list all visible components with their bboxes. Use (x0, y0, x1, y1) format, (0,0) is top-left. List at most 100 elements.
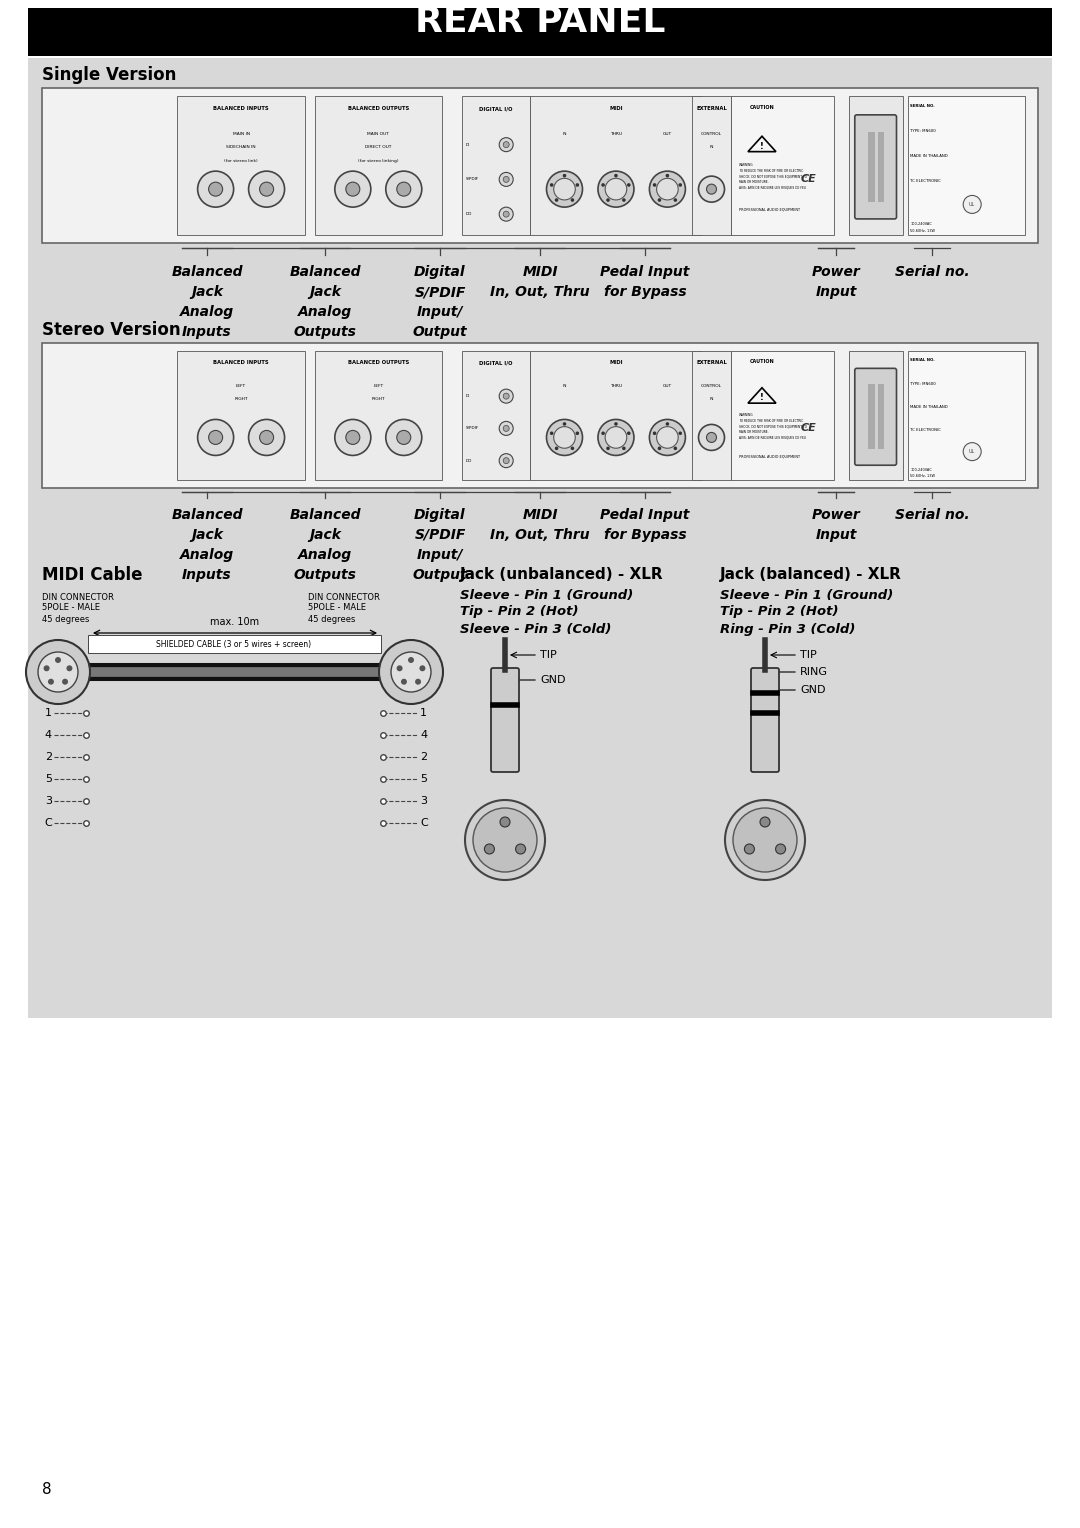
Text: Balanced: Balanced (172, 264, 243, 280)
Text: TO REDUCE THE RISK OF FIRE OR ELECTRIC: TO REDUCE THE RISK OF FIRE OR ELECTRIC (740, 170, 804, 173)
Circle shape (208, 182, 222, 196)
Text: GND: GND (800, 685, 825, 695)
FancyBboxPatch shape (854, 115, 896, 219)
Circle shape (550, 431, 553, 435)
Bar (868, 131, 875, 202)
Text: Analog: Analog (298, 306, 352, 319)
Text: 5: 5 (45, 775, 52, 784)
Bar (530, 351, 702, 480)
FancyBboxPatch shape (751, 668, 779, 772)
Text: 1: 1 (420, 707, 427, 718)
Text: C: C (420, 817, 428, 828)
Text: Sleeve - Pin 1 (Ground): Sleeve - Pin 1 (Ground) (720, 588, 893, 602)
FancyBboxPatch shape (491, 668, 519, 772)
Text: MIDI Cable: MIDI Cable (42, 565, 143, 584)
Text: DO: DO (465, 458, 472, 463)
Text: LEFT: LEFT (237, 384, 246, 388)
Circle shape (503, 393, 509, 399)
Text: max. 10m: max. 10m (211, 617, 259, 626)
Bar (42, 342, 1038, 487)
Text: CONTROL: CONTROL (701, 384, 723, 388)
Circle shape (563, 174, 566, 177)
Text: Sleeve - Pin 1 (Ground): Sleeve - Pin 1 (Ground) (460, 588, 633, 602)
Bar (87, 636, 381, 652)
Circle shape (652, 431, 657, 435)
Bar (878, 384, 885, 449)
Text: CE: CE (800, 423, 816, 434)
Text: SERIAL NO.: SERIAL NO. (910, 104, 935, 108)
Text: TIP: TIP (540, 649, 557, 660)
Circle shape (473, 808, 537, 872)
Circle shape (622, 199, 625, 202)
Text: UL: UL (969, 202, 975, 206)
Circle shape (733, 808, 797, 872)
Circle shape (576, 431, 579, 435)
Text: TIP: TIP (800, 649, 816, 660)
Text: Single Version: Single Version (42, 66, 176, 84)
Text: WARNING: WARNING (740, 163, 754, 168)
Circle shape (335, 171, 370, 208)
Text: Balanced: Balanced (289, 264, 361, 280)
Circle shape (208, 431, 222, 445)
Text: C: C (44, 817, 52, 828)
Text: LEFT: LEFT (374, 384, 383, 388)
Text: 8: 8 (42, 1482, 52, 1497)
Circle shape (401, 678, 407, 685)
Text: 100-240VAC: 100-240VAC (910, 468, 932, 472)
Circle shape (415, 678, 421, 685)
Bar (849, 351, 903, 480)
Circle shape (248, 171, 285, 208)
Text: DIN CONNECTOR: DIN CONNECTOR (308, 593, 380, 602)
Circle shape (615, 422, 618, 426)
Text: MAIN OUT: MAIN OUT (367, 131, 389, 136)
Circle shape (503, 425, 509, 431)
Text: SHOCK, DO NOT EXPOSE THIS EQUIPMENT TO: SHOCK, DO NOT EXPOSE THIS EQUIPMENT TO (740, 425, 808, 428)
Text: AVIS: AFIN DE REDUIRE LES RISQUES DE FEU: AVIS: AFIN DE REDUIRE LES RISQUES DE FEU (740, 435, 807, 440)
Circle shape (744, 843, 755, 854)
Circle shape (963, 196, 982, 214)
Circle shape (499, 390, 513, 403)
Circle shape (248, 419, 285, 455)
Text: RAIN OR MOISTURE.: RAIN OR MOISTURE. (740, 429, 769, 434)
Circle shape (555, 446, 558, 451)
Text: 50-60Hz, 13W: 50-60Hz, 13W (910, 474, 935, 478)
Circle shape (546, 419, 582, 455)
Text: Balanced: Balanced (289, 507, 361, 523)
Text: WARNING: WARNING (740, 414, 754, 417)
Text: RIGHT: RIGHT (372, 397, 386, 400)
Text: 1: 1 (45, 707, 52, 718)
Circle shape (555, 199, 558, 202)
Circle shape (499, 173, 513, 186)
Bar (907, 351, 1025, 480)
Text: SHIELDED CABLE (3 or 5 wires + screen): SHIELDED CABLE (3 or 5 wires + screen) (157, 640, 311, 649)
Text: MIDI: MIDI (523, 507, 557, 523)
Text: 100-240VAC: 100-240VAC (910, 222, 932, 226)
Text: MADE IN THAILAND: MADE IN THAILAND (910, 154, 948, 157)
Text: AVIS: AFIN DE REDUIRE LES RISQUES DE FEU: AVIS: AFIN DE REDUIRE LES RISQUES DE FEU (740, 185, 807, 189)
Text: Pedal Input: Pedal Input (600, 507, 690, 523)
Circle shape (259, 431, 273, 445)
Circle shape (627, 183, 631, 186)
Text: Input/: Input/ (417, 549, 463, 562)
Circle shape (699, 425, 725, 451)
Text: 5POLE - MALE: 5POLE - MALE (42, 604, 100, 613)
Text: 5: 5 (420, 775, 427, 784)
Circle shape (546, 171, 582, 208)
Text: 50-60Hz, 13W: 50-60Hz, 13W (910, 229, 935, 232)
Text: Inputs: Inputs (183, 568, 232, 582)
Text: Output: Output (413, 568, 468, 582)
Text: 3: 3 (45, 796, 52, 805)
Text: TC ELECTRONIC: TC ELECTRONIC (910, 179, 942, 183)
Circle shape (386, 419, 422, 455)
Circle shape (408, 657, 414, 663)
Text: Jack (unbalanced) - XLR: Jack (unbalanced) - XLR (460, 567, 663, 582)
Text: Outputs: Outputs (294, 325, 356, 339)
Text: Pedal Input: Pedal Input (600, 264, 690, 280)
Circle shape (550, 183, 553, 186)
Text: TC ELECTRONIC: TC ELECTRONIC (910, 428, 942, 432)
Text: Sleeve - Pin 3 (Cold): Sleeve - Pin 3 (Cold) (460, 622, 611, 636)
Text: Serial no.: Serial no. (894, 264, 970, 280)
Text: DI: DI (465, 394, 470, 399)
Text: DO: DO (465, 212, 472, 215)
Text: Power: Power (812, 507, 861, 523)
